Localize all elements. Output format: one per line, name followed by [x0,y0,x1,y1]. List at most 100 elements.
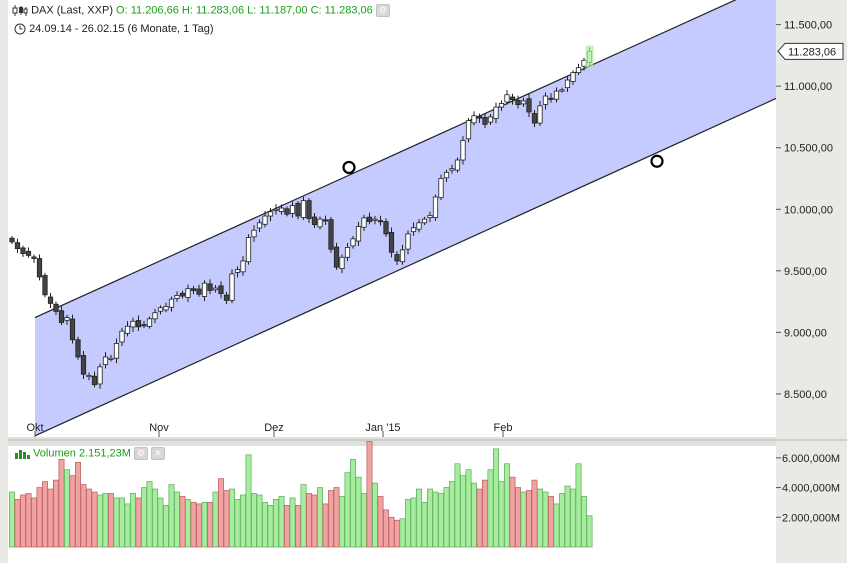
candlesticks [9,45,594,389]
candle [394,251,400,266]
volume-bar [306,493,312,548]
volume-bar [135,497,142,548]
volume-bar [86,488,92,548]
candle [520,97,527,107]
volume-bar [218,478,224,548]
volume-bar [240,494,246,548]
candle-body [102,356,109,366]
candle [284,206,290,217]
volume-close-icon[interactable]: ✕ [151,447,166,460]
channel-anchors[interactable] [342,154,664,175]
volume-bar [581,496,587,548]
candle [300,196,307,220]
volume-settings-gear-icon[interactable]: ⚙ [133,447,148,460]
candle-body [355,226,362,242]
candle [91,371,98,388]
candle-body [190,288,197,291]
candle-body [317,218,323,228]
candle-body [454,159,461,171]
volume-bar [388,516,395,548]
candle-body [14,242,21,250]
candle-body [9,237,15,243]
candle [443,169,450,183]
volume-tick-label: 2.000,000M [782,512,840,524]
candle-body [146,318,153,327]
candle-body [416,222,422,230]
volume-bar [498,481,505,548]
candle [388,227,395,258]
candle [504,90,510,105]
candle [201,280,208,302]
candle [328,216,334,253]
volume-bar [69,475,76,548]
volume-bar [14,499,21,548]
volume-bar [179,496,186,548]
candle-body [36,258,43,278]
candle-body [427,215,433,219]
candle-body [64,317,70,321]
settings-gear-icon[interactable]: ⚙ [375,4,390,17]
volume-bar [553,503,560,548]
volume-bar [504,463,510,548]
volume-bar [157,497,164,548]
volume-bar [284,505,290,548]
candle [454,157,461,173]
candle [344,242,351,261]
y-tick-label: 9.000,00 [784,327,827,339]
volume-bar [416,488,422,548]
volume-bar [383,509,389,548]
close-value: C: 11.283,06 [310,4,373,17]
candle [223,291,230,305]
channel-fill [35,0,776,436]
candle-body [278,207,285,212]
candle-body [20,247,26,254]
volume-bar [124,503,131,548]
candle-body [421,218,428,224]
candle-body [399,249,406,263]
volume-bar [520,491,527,548]
volume-bar [201,502,208,548]
channel-anchor-handle[interactable] [342,160,356,175]
volume-bar [47,488,54,548]
candle-body [509,96,516,101]
volume-bar [564,485,571,548]
volume-bar [526,490,532,548]
instrument-header: DAX (Last, XXP) O: 11.206,66 H: 11.283,0… [12,4,390,17]
candle-body [91,375,98,386]
candle [460,136,466,165]
volume-bar [410,497,417,548]
candle [185,284,191,303]
volume-bar [295,505,301,548]
candle-body [58,310,65,323]
candle [240,256,246,276]
volume-bar [372,482,378,548]
candle [36,254,43,281]
candle [245,234,252,265]
candle-body [289,205,296,214]
volume-tick-label: 4.000,000M [782,483,840,495]
candle-body [251,229,257,238]
channel-anchor-handle[interactable] [650,154,664,168]
candle [124,321,131,337]
volume-bar [542,491,549,548]
candle [174,291,180,302]
trend-channel[interactable] [34,0,777,437]
volume-bar [20,494,26,548]
candle [311,212,318,229]
candle [366,212,373,225]
volume-bar [570,488,576,548]
volume-bar [366,441,373,548]
volume-bar [339,496,345,548]
candle-body [273,208,279,211]
volume-bar [267,505,274,548]
candle-body [25,250,32,256]
candle-body [212,287,219,291]
y-tick-label: 11.000,00 [784,81,832,93]
candle [498,100,505,111]
candle-body [498,103,505,108]
candle-body [97,366,103,385]
candle [58,306,65,326]
candle-body [75,339,81,358]
volume-bar [64,469,70,548]
